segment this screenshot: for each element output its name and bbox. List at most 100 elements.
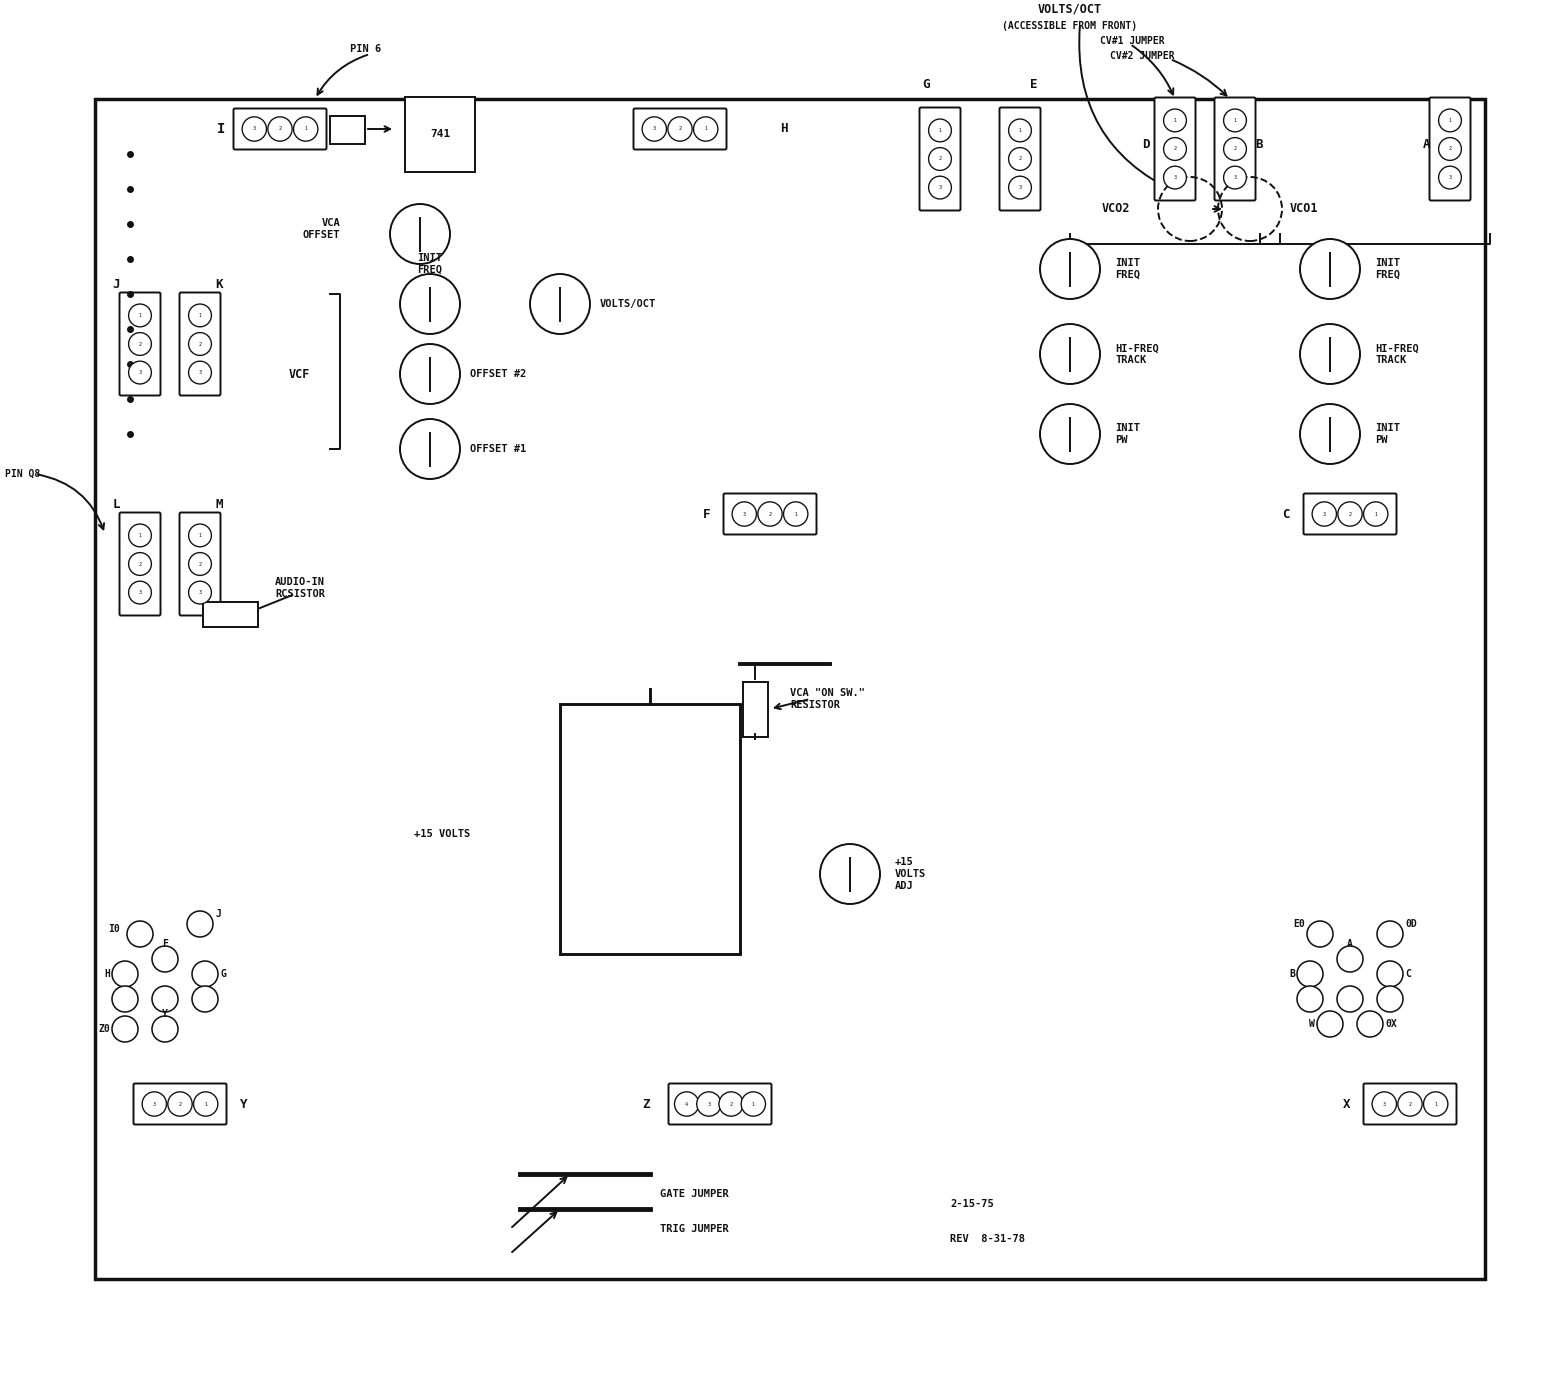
Circle shape — [1397, 1092, 1422, 1116]
Text: Z0: Z0 — [98, 1024, 110, 1034]
Text: E: E — [1030, 78, 1038, 90]
Bar — [330, 116, 364, 144]
Text: 1: 1 — [752, 1102, 755, 1106]
Text: B: B — [1255, 137, 1263, 151]
Text: VCF: VCF — [288, 368, 310, 381]
Text: A: A — [1422, 137, 1430, 151]
Circle shape — [129, 361, 152, 383]
Circle shape — [112, 1016, 138, 1042]
Circle shape — [929, 148, 951, 170]
Circle shape — [112, 960, 138, 987]
Circle shape — [143, 1092, 166, 1116]
Text: 1: 1 — [1174, 118, 1177, 123]
Text: 2: 2 — [199, 562, 202, 566]
Text: INIT
FREQ: INIT FREQ — [1376, 259, 1401, 280]
Circle shape — [400, 274, 461, 334]
Circle shape — [1317, 1010, 1343, 1037]
Circle shape — [758, 502, 782, 526]
Text: VCA "ON SW."
RESISTOR: VCA "ON SW." RESISTOR — [789, 688, 865, 710]
Text: VCA
OFFSET: VCA OFFSET — [302, 219, 340, 239]
Text: 0X: 0X — [1385, 1019, 1397, 1028]
Circle shape — [1357, 1010, 1383, 1037]
Text: X: X — [1343, 1098, 1349, 1110]
Circle shape — [129, 525, 152, 547]
Circle shape — [1363, 502, 1388, 526]
Text: 1: 1 — [938, 127, 941, 133]
Text: G: G — [923, 78, 931, 90]
Text: L: L — [113, 497, 119, 511]
Text: HI-FREQ
TRACK: HI-FREQ TRACK — [1115, 343, 1159, 365]
FancyBboxPatch shape — [180, 512, 220, 616]
Text: 2-15-75: 2-15-75 — [951, 1199, 994, 1210]
Circle shape — [129, 304, 152, 327]
Circle shape — [1377, 920, 1404, 947]
Text: 2: 2 — [1408, 1102, 1411, 1106]
Circle shape — [1337, 947, 1363, 972]
Text: H: H — [780, 123, 788, 136]
Circle shape — [1337, 985, 1363, 1012]
Text: PIN 6: PIN 6 — [351, 44, 382, 54]
Circle shape — [400, 419, 461, 479]
Circle shape — [1224, 109, 1247, 131]
Circle shape — [696, 1092, 721, 1116]
Text: 2: 2 — [199, 342, 202, 346]
FancyBboxPatch shape — [119, 292, 160, 396]
Text: Y: Y — [240, 1098, 248, 1110]
Text: +15 VOLTS: +15 VOLTS — [414, 829, 470, 839]
Circle shape — [1041, 404, 1100, 464]
Text: 1: 1 — [1435, 1102, 1438, 1106]
Circle shape — [1439, 137, 1461, 161]
Circle shape — [693, 116, 718, 141]
Text: 2: 2 — [138, 562, 141, 566]
Text: 1: 1 — [1449, 118, 1452, 123]
Text: 2: 2 — [1174, 147, 1177, 151]
Text: TRIG JUMPER: TRIG JUMPER — [661, 1223, 729, 1235]
Text: 1: 1 — [1019, 127, 1022, 133]
Circle shape — [1439, 166, 1461, 190]
Circle shape — [188, 911, 212, 937]
Text: PIN Q8: PIN Q8 — [5, 469, 40, 479]
Text: I0: I0 — [109, 925, 119, 934]
Circle shape — [1312, 502, 1337, 526]
Text: 2: 2 — [678, 126, 681, 131]
Text: 1: 1 — [1374, 512, 1377, 516]
Circle shape — [127, 920, 154, 947]
Text: 3: 3 — [138, 590, 141, 595]
Text: REV  8-31-78: REV 8-31-78 — [951, 1235, 1025, 1244]
Bar — [203, 602, 257, 627]
Text: 1: 1 — [1233, 118, 1236, 123]
Text: B: B — [1289, 969, 1295, 978]
Text: 2: 2 — [1449, 147, 1452, 151]
Text: 3: 3 — [743, 512, 746, 516]
Circle shape — [1377, 960, 1404, 987]
Text: I: I — [217, 122, 225, 136]
Circle shape — [1041, 324, 1100, 383]
FancyBboxPatch shape — [920, 108, 960, 210]
Circle shape — [1163, 109, 1187, 131]
Text: A: A — [1348, 938, 1352, 949]
Text: +15
VOLTS
ADJ: +15 VOLTS ADJ — [895, 858, 926, 890]
FancyBboxPatch shape — [633, 108, 726, 149]
Text: VCO1: VCO1 — [1290, 202, 1318, 216]
Circle shape — [741, 1092, 766, 1116]
Text: 741: 741 — [430, 129, 450, 138]
Text: 2: 2 — [938, 156, 941, 162]
Circle shape — [129, 552, 152, 576]
Circle shape — [189, 361, 211, 383]
Circle shape — [1307, 920, 1332, 947]
Text: 3: 3 — [253, 126, 256, 131]
Text: H: H — [104, 969, 110, 978]
FancyBboxPatch shape — [1363, 1084, 1456, 1124]
Circle shape — [129, 332, 152, 356]
Text: E0: E0 — [1294, 919, 1304, 929]
Text: 2: 2 — [729, 1102, 732, 1106]
Text: 4: 4 — [686, 1102, 689, 1106]
Circle shape — [820, 844, 879, 904]
Circle shape — [152, 947, 178, 972]
Circle shape — [1439, 109, 1461, 131]
Circle shape — [293, 116, 318, 141]
Circle shape — [732, 502, 757, 526]
Text: OFFSET #2: OFFSET #2 — [470, 370, 526, 379]
Bar — [560, 704, 740, 954]
Circle shape — [1300, 239, 1360, 299]
